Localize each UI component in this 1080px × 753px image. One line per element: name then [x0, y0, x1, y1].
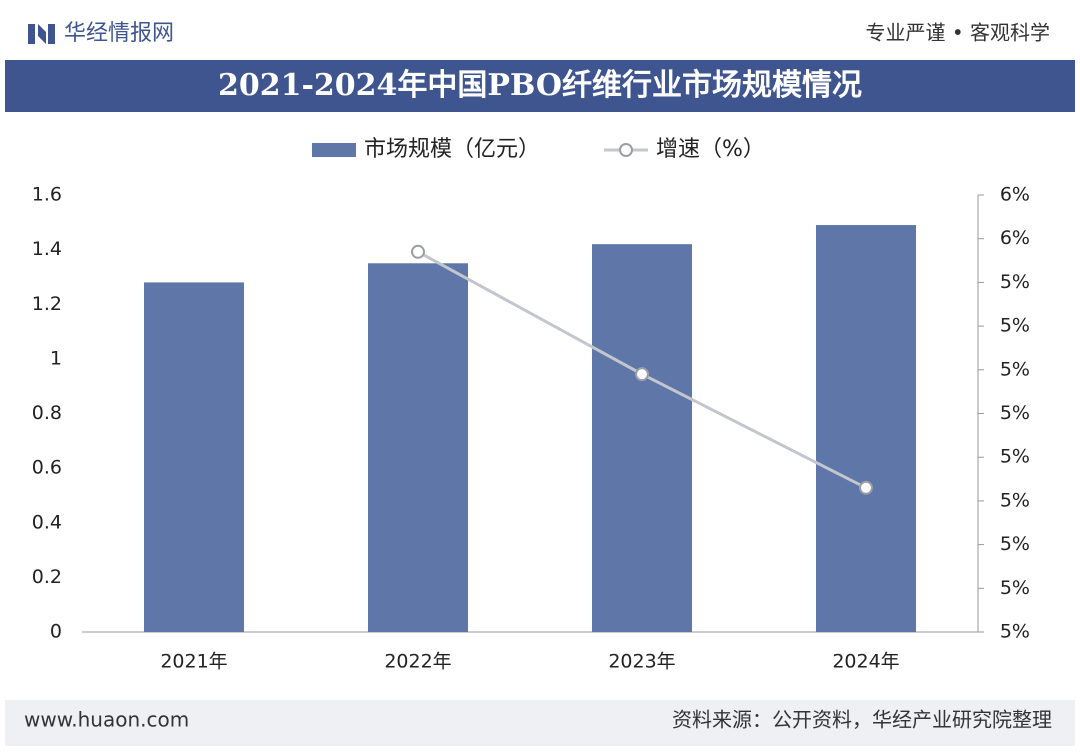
logo — [28, 24, 55, 44]
y-tick-label: 0 — [50, 621, 62, 643]
y2-tick-label: 5% — [1000, 577, 1030, 599]
title-band — [5, 60, 1075, 112]
chart-title: 2021-2024年中国PBO纤维行业市场规模情况 — [218, 68, 862, 103]
legend-label: 增速（%） — [656, 137, 765, 162]
y-tick-label: 0.8 — [32, 402, 62, 424]
y-tick-label: 0.2 — [32, 566, 62, 588]
y2-tick-label: 6% — [1000, 227, 1030, 249]
y-tick-label: 1.6 — [32, 184, 62, 206]
website: www.huaon.com — [24, 708, 189, 732]
y2-tick-label: 5% — [1000, 621, 1030, 643]
x-tick-label: 2021年 — [160, 651, 227, 673]
legend-label: 市场规模（亿元） — [364, 137, 540, 162]
footer-band — [5, 700, 1075, 746]
bar — [144, 282, 244, 632]
line-marker — [411, 244, 425, 259]
brand: 华经情报网 — [64, 21, 174, 46]
slogan: 专业严谨 • 客观科学 — [865, 21, 1050, 45]
y2-tick-label: 5% — [1000, 489, 1030, 511]
y-tick-label: 0.6 — [32, 457, 62, 479]
line-marker — [859, 480, 873, 495]
bar — [816, 225, 916, 632]
bar — [592, 244, 692, 632]
x-tick-label: 2023年 — [608, 651, 675, 673]
y2-tick-label: 5% — [1000, 402, 1030, 424]
legend-marker — [619, 143, 633, 157]
y2-tick-label: 5% — [1000, 446, 1030, 468]
y2-tick-label: 6% — [1000, 184, 1030, 206]
y2-tick-label: 5% — [1000, 271, 1030, 293]
y-tick-label: 1.4 — [32, 238, 62, 260]
y-tick-label: 0.4 — [32, 511, 62, 533]
legend-swatch — [312, 143, 356, 157]
y-tick-label: 1.2 — [32, 293, 62, 315]
y2-tick-label: 5% — [1000, 533, 1030, 555]
bar — [368, 263, 468, 632]
y2-tick-label: 5% — [1000, 358, 1030, 380]
x-tick-label: 2024年 — [832, 651, 899, 673]
y2-tick-label: 5% — [1000, 315, 1030, 337]
source: 资料来源：公开资料，华经产业研究院整理 — [672, 708, 1052, 732]
y-tick-label: 1 — [50, 347, 62, 369]
x-tick-label: 2022年 — [384, 651, 451, 673]
line-marker — [635, 367, 649, 382]
